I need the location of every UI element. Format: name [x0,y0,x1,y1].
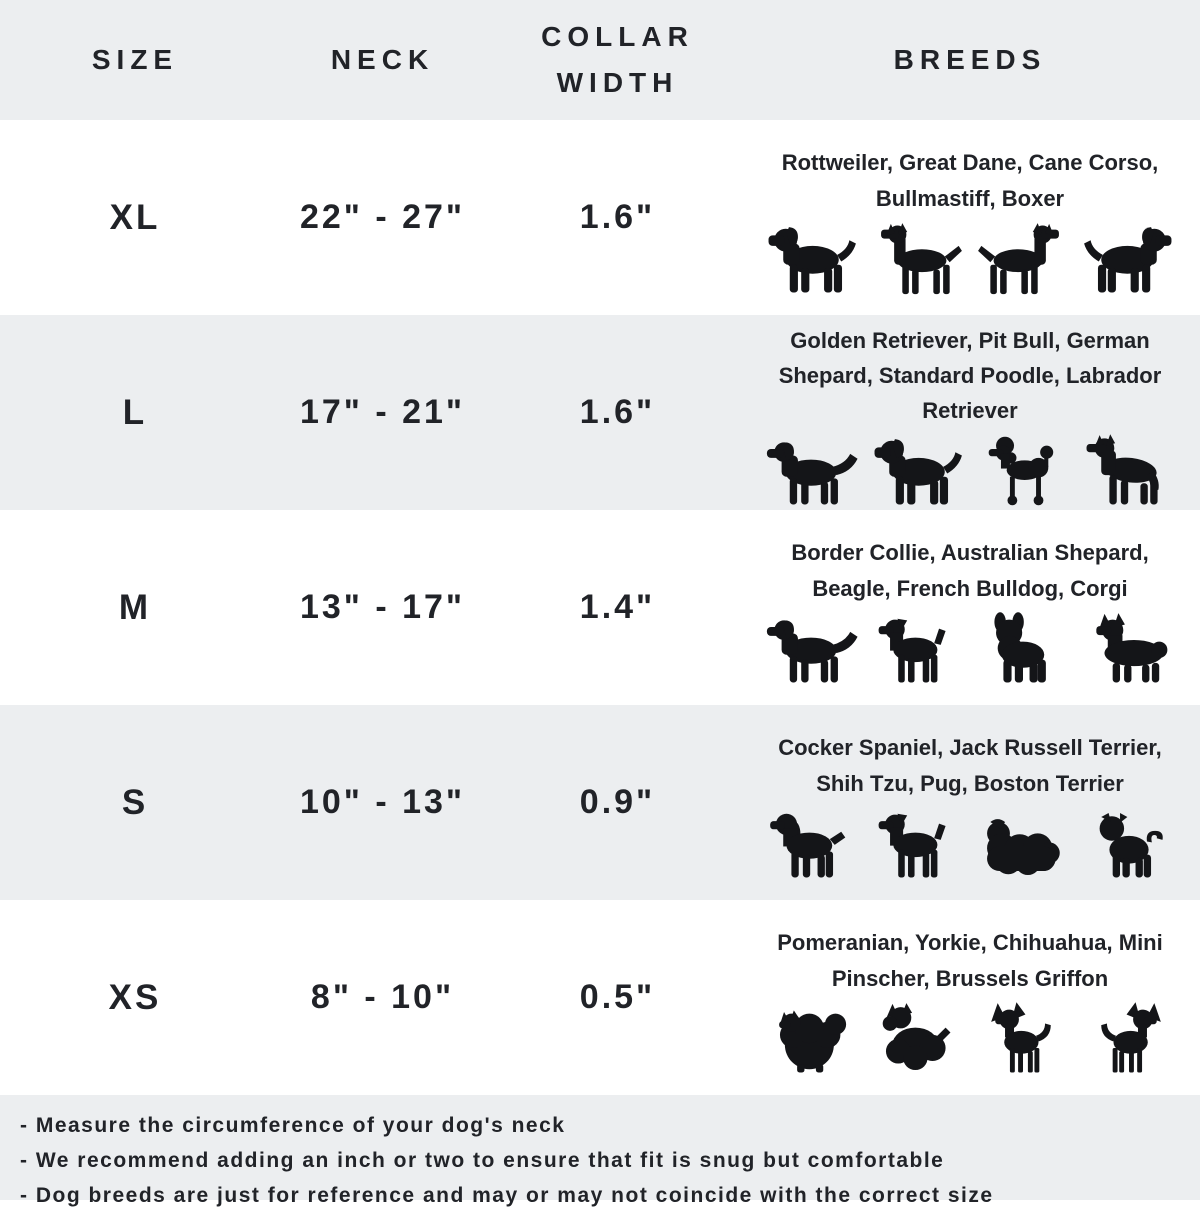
dog-icons-row [762,803,1178,881]
breeds-list: Rottweiler, Great Dane, Cane Corso, Bull… [781,150,1159,211]
table-row-s: S 10" - 13" 0.9" Cocker Spaniel, Jack Ru… [0,705,1200,900]
header-collar-width-label: COLLAR WIDTH [541,20,694,98]
table-row-xl: XL 22" - 27" 1.6" Rottweiler, Great Dane… [0,120,1200,315]
neck-value: 8" - 10" [310,978,455,1016]
header-collar-width: COLLAR WIDTH [495,14,740,106]
yorkie-icon [868,1002,966,1076]
neck-value: 17" - 21" [299,393,466,431]
golden-retriever-icon [762,434,860,508]
neck-value: 13" - 17" [299,588,466,626]
rottweiler-icon [762,222,860,296]
collar-width-value: 1.6" [579,393,656,431]
pug-icon [1080,807,1178,881]
size-value: XL [109,197,161,237]
collar-width-value: 0.9" [579,783,656,821]
neck-value: 22" - 27" [299,198,466,236]
breeds-list: Pomeranian, Yorkie, Chihuahua, Mini Pins… [777,930,1163,991]
bullmastiff-icon [1080,222,1178,296]
dog-icons-row [762,430,1178,508]
header-breeds: BREEDS [893,44,1047,75]
pomeranian-icon [762,1002,860,1076]
cane-corso-icon [974,222,1072,296]
breeds-cell: Cocker Spaniel, Jack Russell Terrier, Sh… [740,724,1200,880]
dog-icons-row [762,998,1178,1076]
note-measure: - Measure the circumference of your dog'… [20,1114,566,1137]
dog-icons-row [762,218,1178,296]
table-row-m: M 13" - 17" 1.4" Border Collie, Australi… [0,510,1200,705]
corgi-icon [1080,612,1178,686]
shih-tzu-icon [974,807,1072,881]
size-value: XS [108,977,162,1017]
neck-value: 10" - 13" [299,783,466,821]
collar-width-value: 1.6" [579,198,656,236]
french-bulldog-icon [974,612,1072,686]
dog-icons-row [762,608,1178,686]
breeds-cell: Border Collie, Australian Shepard, Beagl… [740,529,1200,685]
breeds-list: Cocker Spaniel, Jack Russell Terrier, Sh… [778,735,1162,796]
jack-russell-terrier-icon [868,807,966,881]
size-value: L [122,392,148,432]
breeds-cell: Pomeranian, Yorkie, Chihuahua, Mini Pins… [740,919,1200,1075]
cocker-spaniel-icon [762,807,860,881]
collar-width-value: 0.5" [579,978,656,1016]
chihuahua-icon [974,1002,1072,1076]
breeds-list: Border Collie, Australian Shepard, Beagl… [791,540,1149,601]
header-neck: NECK [330,44,435,75]
australian-shepherd-icon [762,612,860,686]
standard-poodle-icon [974,434,1072,508]
mini-pinscher-icon [1080,1002,1178,1076]
great-dane-icon [868,222,966,296]
table-row-l: L 17" - 21" 1.6" Golden Retriever, Pit B… [0,315,1200,510]
size-value: M [118,587,152,627]
labrador-retriever-icon [868,434,966,508]
breeds-cell: Rottweiler, Great Dane, Cane Corso, Bull… [740,139,1200,295]
size-value: S [121,782,149,822]
footer-notes: - Measure the circumference of your dog'… [0,1095,1200,1207]
breeds-cell: Golden Retriever, Pit Bull, German Shepa… [740,317,1200,509]
beagle-icon [868,612,966,686]
collar-width-value: 1.4" [579,588,656,626]
table-header-row: SIZE NECK COLLAR WIDTH BREEDS [0,0,1200,120]
breeds-list: Golden Retriever, Pit Bull, German Shepa… [778,327,1162,424]
header-size: SIZE [91,44,179,75]
table-row-xs: XS 8" - 10" 0.5" Pomeranian, Yorkie, Chi… [0,900,1200,1095]
note-recommend: - We recommend adding an inch or two to … [20,1149,945,1173]
german-shepherd-icon [1080,434,1178,508]
note-reference: - Dog breeds are just for reference and … [20,1184,994,1208]
